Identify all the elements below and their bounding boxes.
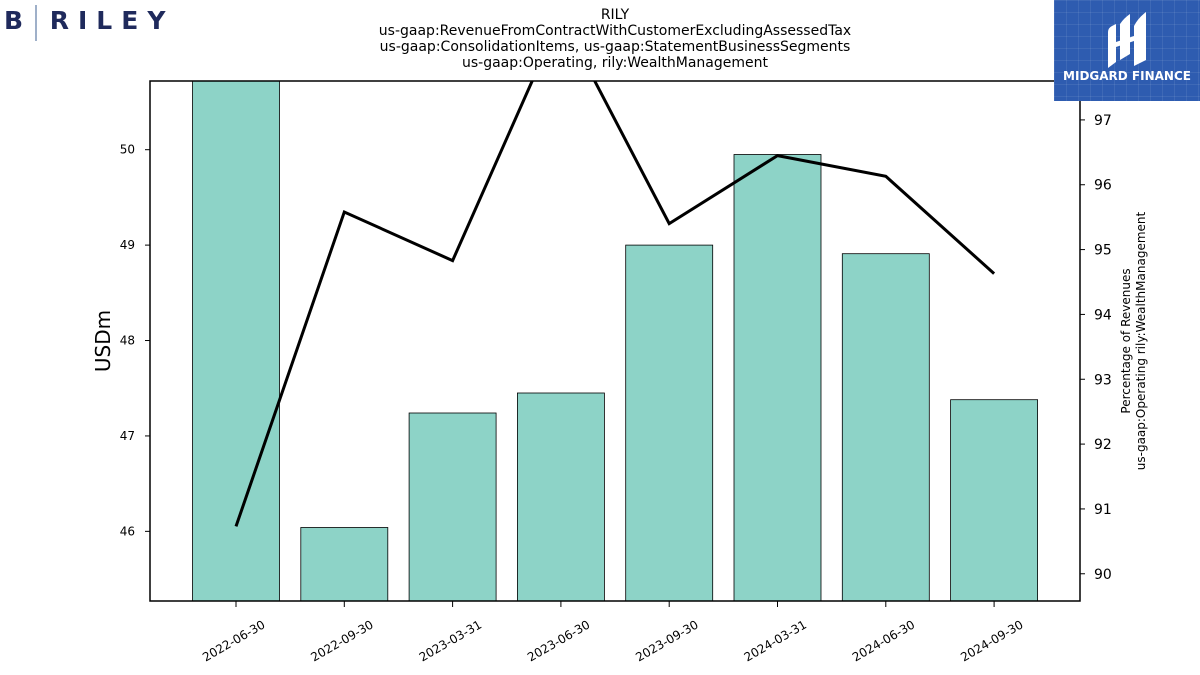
y-tick-label-46: 46 [120, 524, 135, 538]
bar-2024-03-31 [733, 154, 822, 602]
title-line-1: RILY [600, 7, 630, 23]
y-tick-label-48: 48 [120, 334, 135, 348]
bar-2023-09-30 [625, 244, 714, 602]
y-right-tick-label-95: 95 [1094, 243, 1112, 259]
y-right-tick-label-90: 90 [1094, 567, 1112, 583]
y-right-tick-label-94: 94 [1094, 307, 1112, 323]
y-tick-label-50: 50 [120, 143, 135, 157]
y-right-tick-label-92: 92 [1094, 437, 1112, 453]
title-line-2: us-gaap:RevenueFromContractWithCustomerE… [378, 23, 852, 39]
y-tick-label-49: 49 [120, 238, 135, 252]
midgard-logo-icon [1108, 12, 1146, 68]
y-right-tick-label-91: 91 [1094, 502, 1112, 518]
x-tick-label-2024-09-30: 2024-09-30 [958, 617, 1025, 664]
logo-divider [35, 5, 37, 41]
x-tick-label-2022-09-30: 2022-09-30 [308, 617, 375, 664]
title-line-3: us-gaap:ConsolidationItems, us-gaap:Stat… [379, 39, 851, 55]
bar-2024-06-30 [841, 253, 930, 602]
bar-2023-06-30 [517, 392, 605, 602]
x-tick-label-2023-09-30: 2023-09-30 [633, 617, 700, 664]
y-right-tick-label-93: 93 [1094, 372, 1112, 388]
y-right-tick-label-96: 96 [1094, 178, 1112, 194]
plot-frame [149, 80, 1081, 602]
x-tick-label-2024-03-31: 2024-03-31 [742, 617, 809, 664]
midgard-finance-logo: MIDGARD FINANCE [1054, 0, 1200, 101]
b-riley-logo-text: B RILEY [4, 6, 175, 35]
x-tick-label-2023-06-30: 2023-06-30 [525, 617, 592, 664]
x-tick-label-2023-03-31: 2023-03-31 [417, 617, 484, 664]
y-right-tick-label-97: 97 [1094, 113, 1112, 129]
bar-2023-03-31 [408, 412, 497, 602]
percentage-line [234, 81, 996, 527]
x-tick-label-2022-06-30: 2022-06-30 [200, 617, 267, 664]
bar-2024-09-30 [950, 399, 1038, 602]
midgard-logo-text: MIDGARD FINANCE [1063, 69, 1191, 83]
y-axis-right-label-line-1: Percentage of Revenues [1119, 268, 1133, 413]
chart-title: RILY us-gaap:RevenueFromContractWithCust… [315, 7, 915, 71]
title-line-4: us-gaap:Operating, rily:WealthManagement [462, 55, 768, 71]
bar-2022-09-30 [300, 527, 389, 602]
y-tick-label-47: 47 [120, 429, 135, 443]
b-riley-logo: B RILEY [0, 0, 200, 45]
y-axis-right-label-line-2: us-gaap:Operating rily:WealthManagement [1134, 211, 1148, 470]
y-axis-label: USDm [91, 310, 115, 372]
x-tick-label-2024-06-30: 2024-06-30 [850, 617, 917, 664]
